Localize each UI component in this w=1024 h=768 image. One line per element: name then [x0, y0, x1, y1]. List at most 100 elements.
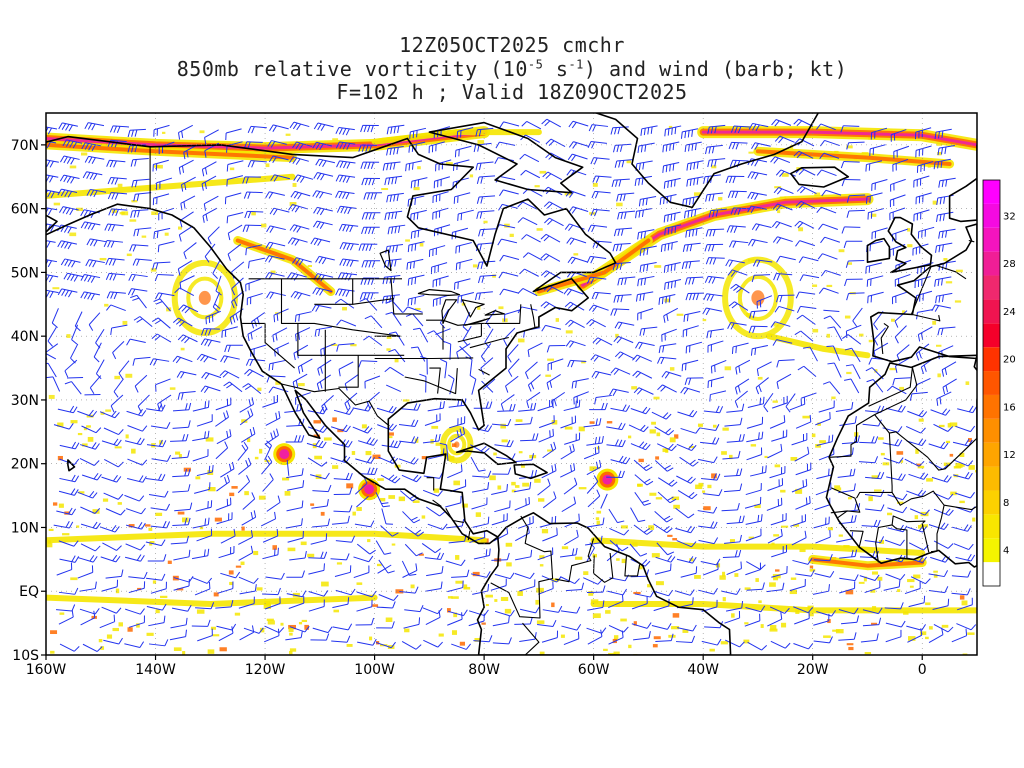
- vorticity-speckle: [115, 588, 120, 594]
- wind-barb: [817, 253, 838, 260]
- tropical-cyclone-core: [364, 484, 375, 495]
- wind-barb: [679, 456, 699, 467]
- wind-barb: [586, 627, 607, 634]
- vorticity-ring: [737, 274, 779, 321]
- vorticity-speckle: [511, 481, 516, 486]
- wind-barb: [401, 403, 421, 411]
- vorticity-speckle: [405, 239, 410, 242]
- vorticity-speckle: [380, 497, 386, 502]
- wind-barb: [132, 258, 152, 266]
- wind-barb: [793, 643, 814, 650]
- colorbar-label: 8: [1003, 498, 1009, 509]
- vorticity-speckle: [298, 621, 303, 625]
- wind-barb: [192, 400, 210, 412]
- vorticity-speckle: [637, 483, 643, 487]
- wind-barb: [821, 189, 842, 197]
- wind-barb: [776, 359, 795, 368]
- vorticity-speckle: [404, 628, 410, 633]
- wind-barb: [680, 566, 698, 578]
- wind-barb: [838, 515, 857, 525]
- vorticity-speckle: [781, 622, 787, 628]
- wind-barb: [606, 422, 626, 431]
- wind-barb: [472, 584, 490, 595]
- colorbar-label: 4: [1003, 546, 1009, 557]
- wind-barb: [772, 395, 788, 409]
- wind-barb: [194, 482, 211, 494]
- wind-barb: [148, 490, 169, 498]
- vorticity-speckle: [388, 436, 393, 439]
- vorticity-speckle: [871, 571, 879, 575]
- wind-barb: [631, 596, 648, 610]
- wind-barb: [932, 598, 950, 611]
- wind-barb: [261, 455, 273, 475]
- y-tick-label: 60N: [11, 202, 39, 218]
- wind-barb: [886, 385, 907, 395]
- vorticity-speckle: [758, 600, 762, 604]
- wind-barb: [951, 588, 971, 596]
- wind-barb: [934, 128, 952, 140]
- vorticity-speckle: [592, 182, 598, 187]
- vorticity-speckle: [112, 627, 119, 632]
- wind-barb: [752, 259, 773, 267]
- vorticity-speckle: [175, 451, 181, 455]
- wind-barb: [169, 629, 187, 641]
- wind-barb: [344, 374, 359, 391]
- wind-barb: [447, 464, 463, 479]
- vorticity-speckle: [953, 466, 961, 469]
- wind-barb: [499, 254, 520, 262]
- vorticity-speckle: [539, 555, 545, 559]
- wind-barb: [310, 472, 330, 480]
- vorticity-speckle: [633, 591, 641, 594]
- wind-barb: [290, 190, 311, 200]
- wind-barb: [836, 531, 854, 543]
- wind-barb: [610, 126, 629, 135]
- wind-barb: [80, 506, 101, 514]
- wind-barb: [795, 200, 816, 209]
- wind-barb: [492, 637, 512, 645]
- wind-barb: [215, 441, 229, 460]
- vorticity-speckle: [447, 596, 453, 599]
- wind-barb: [313, 122, 334, 131]
- wind-barb: [928, 570, 949, 578]
- wind-barb: [583, 418, 602, 428]
- wind-barb: [873, 327, 886, 346]
- vorticity-speckle: [361, 424, 367, 429]
- wind-barb: [287, 480, 305, 491]
- wind-barb: [386, 124, 405, 135]
- vorticity-speckle: [676, 313, 684, 316]
- wind-barb: [590, 208, 610, 217]
- wind-barb: [106, 304, 126, 312]
- wind-barb: [935, 292, 953, 304]
- wind-barb: [611, 178, 630, 188]
- vorticity-speckle: [477, 140, 485, 144]
- wind-barb: [145, 539, 166, 547]
- vorticity-speckle: [289, 202, 297, 206]
- vorticity-speckle: [920, 524, 928, 528]
- wind-barb: [217, 581, 234, 594]
- wind-barb: [793, 118, 814, 127]
- vorticity-speckle: [941, 624, 949, 628]
- wind-barb: [220, 571, 241, 579]
- vorticity-speckle: [975, 469, 977, 473]
- colorbar-frame: [982, 179, 1001, 587]
- wind-barb: [859, 436, 879, 444]
- wind-barb: [773, 187, 794, 195]
- wind-barb: [356, 599, 373, 612]
- wind-barb: [151, 317, 171, 329]
- vorticity-speckle: [972, 517, 976, 522]
- wind-barb: [360, 161, 380, 169]
- wind-barb: [770, 513, 787, 526]
- vorticity-speckle: [573, 253, 579, 256]
- wind-barb: [355, 617, 375, 626]
- wind-barb: [514, 496, 530, 511]
- wind-barb: [518, 516, 534, 529]
- wind-barb: [361, 212, 381, 220]
- vorticity-speckle: [693, 192, 701, 196]
- wind-barb: [819, 139, 840, 147]
- wind-barb: [749, 309, 768, 319]
- wind-barb: [952, 524, 972, 532]
- wind-barb: [195, 500, 213, 512]
- vorticity-speckle: [321, 581, 329, 587]
- wind-barb: [126, 338, 146, 346]
- wind-barb: [789, 397, 806, 411]
